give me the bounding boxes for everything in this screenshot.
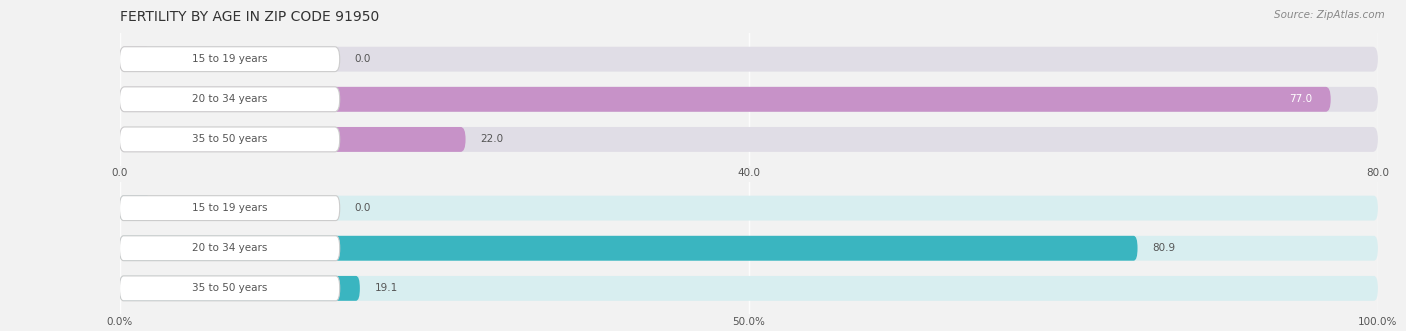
Text: 0.0: 0.0 [354,203,371,213]
FancyBboxPatch shape [120,276,1378,301]
Text: 35 to 50 years: 35 to 50 years [193,134,267,144]
FancyBboxPatch shape [120,87,340,112]
Text: FERTILITY BY AGE IN ZIP CODE 91950: FERTILITY BY AGE IN ZIP CODE 91950 [120,10,378,24]
FancyBboxPatch shape [120,87,1330,112]
Text: 80.9: 80.9 [1153,243,1175,253]
FancyBboxPatch shape [120,236,1378,261]
Text: 20 to 34 years: 20 to 34 years [193,243,267,253]
FancyBboxPatch shape [120,196,340,220]
Text: 22.0: 22.0 [481,134,503,144]
FancyBboxPatch shape [120,236,340,261]
FancyBboxPatch shape [120,196,1378,220]
Text: Source: ZipAtlas.com: Source: ZipAtlas.com [1274,10,1385,20]
Text: 35 to 50 years: 35 to 50 years [193,283,267,293]
Text: 77.0: 77.0 [1289,94,1312,104]
FancyBboxPatch shape [120,47,1378,71]
Text: 0.0: 0.0 [354,54,371,64]
FancyBboxPatch shape [120,236,1137,261]
FancyBboxPatch shape [120,47,340,71]
Text: 15 to 19 years: 15 to 19 years [191,54,267,64]
FancyBboxPatch shape [120,196,150,220]
FancyBboxPatch shape [120,47,150,71]
Text: 15 to 19 years: 15 to 19 years [191,203,267,213]
Text: 19.1: 19.1 [375,283,398,293]
Text: 20 to 34 years: 20 to 34 years [193,94,267,104]
FancyBboxPatch shape [120,276,340,301]
FancyBboxPatch shape [120,127,465,152]
FancyBboxPatch shape [120,276,360,301]
FancyBboxPatch shape [120,87,1378,112]
FancyBboxPatch shape [120,127,340,152]
FancyBboxPatch shape [120,127,1378,152]
